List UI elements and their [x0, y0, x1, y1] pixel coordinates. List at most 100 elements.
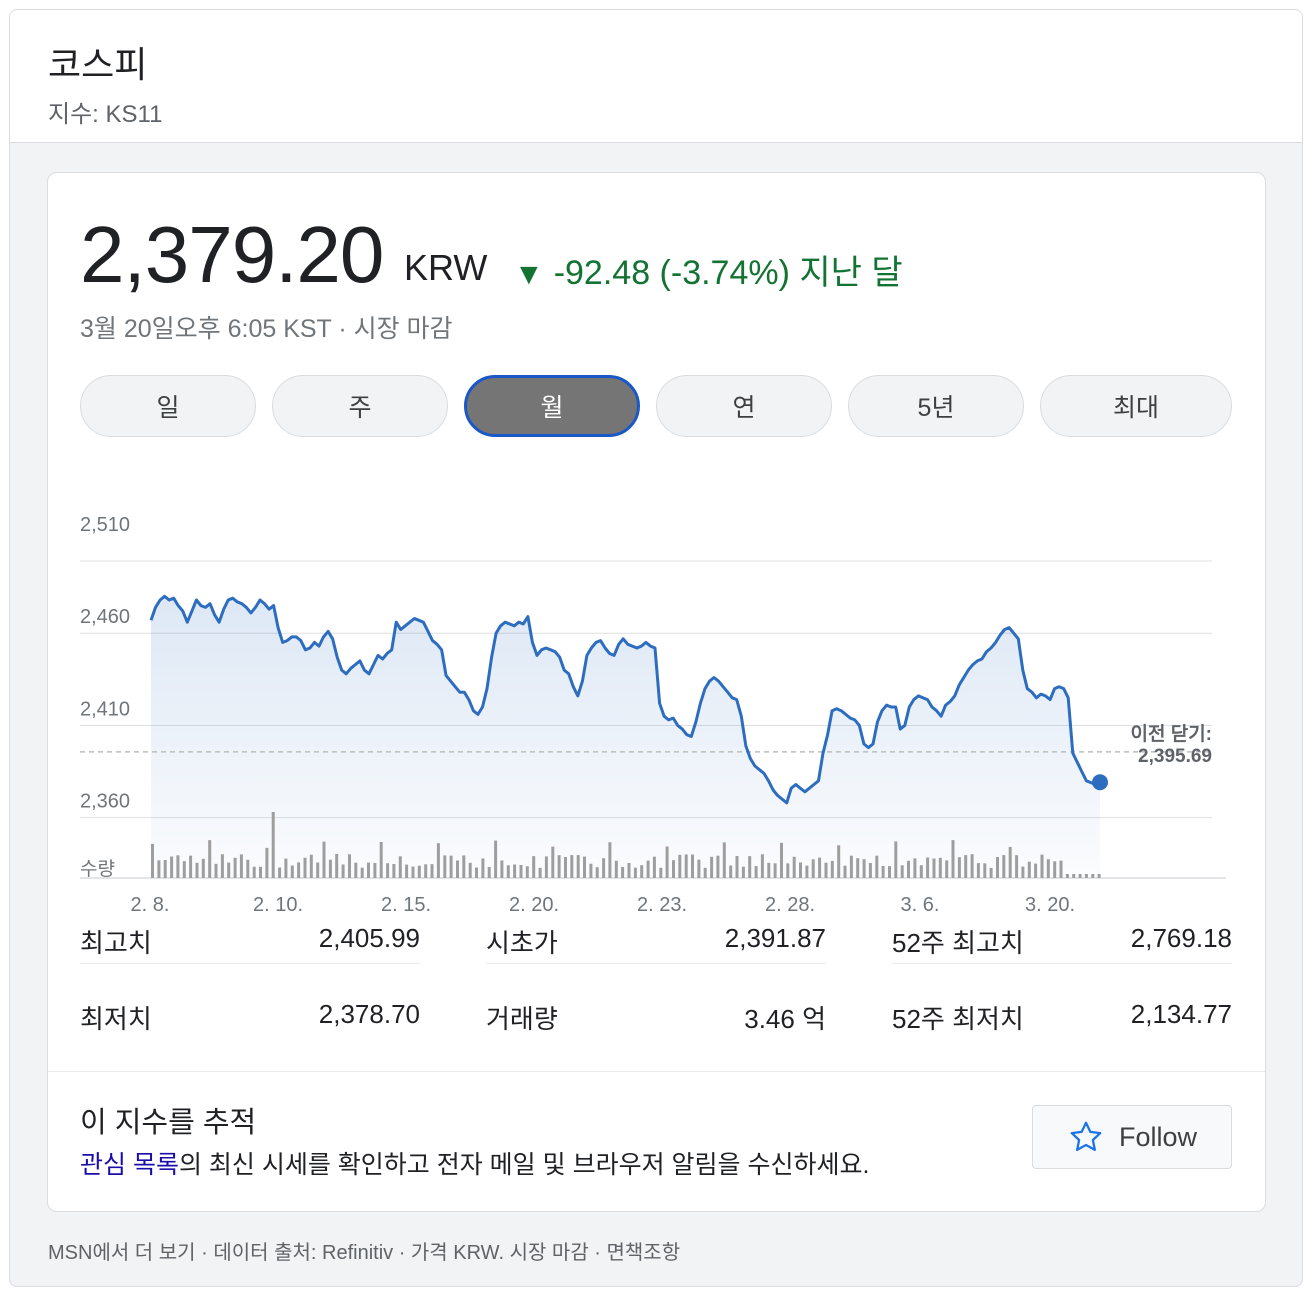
volume-bar [703, 867, 707, 878]
tab-5year[interactable]: 5년 [848, 375, 1024, 437]
volume-bar [538, 867, 542, 878]
volume-bar [595, 867, 599, 878]
volume-bar [900, 865, 904, 878]
volume-bar [220, 854, 224, 878]
volume-bar [849, 855, 853, 878]
volume-bar [500, 860, 504, 878]
section-divider [48, 1071, 1265, 1072]
volume-bar [424, 864, 428, 878]
volume-bar [1084, 874, 1088, 878]
volume-bar [589, 863, 593, 878]
volume-bar [767, 862, 771, 878]
volume-bar [792, 856, 796, 878]
tab-year[interactable]: 연 [656, 375, 832, 437]
current-price: 2,379.20 [80, 210, 384, 299]
volume-bar [710, 856, 714, 878]
volume-bar [957, 857, 961, 878]
volume-bar [627, 863, 631, 878]
volume-bar [1034, 863, 1038, 878]
volume-bar [290, 865, 294, 878]
stat-value: 2,378.70 [318, 999, 420, 1029]
volume-bar [189, 855, 193, 878]
volume-bar [894, 841, 898, 878]
price-area [151, 596, 1100, 878]
volume-bars [151, 812, 1101, 878]
volume-bar [233, 857, 237, 878]
stat-value: 2,405.99 [318, 923, 420, 953]
volume-bar [354, 862, 358, 878]
index-title: 코스피 [48, 44, 148, 85]
volume-bar [443, 855, 447, 878]
volume-bar [862, 859, 866, 878]
currency-label: KRW [404, 247, 488, 288]
x-tick-label: 2. 8. [131, 894, 170, 913]
tab-week[interactable]: 주 [272, 375, 448, 437]
volume-bar [259, 866, 262, 878]
previous-close-value: 2,395.69 [1138, 746, 1212, 767]
volume-bar [367, 862, 370, 878]
volume-bar [360, 867, 364, 878]
track-title: 이 지수를 추적 [80, 1107, 257, 1139]
volume-bar [398, 856, 402, 878]
volume-bar [672, 860, 675, 878]
volume-bar [970, 854, 974, 878]
watchlist-link[interactable]: 관심 목록 [80, 1151, 179, 1179]
volume-bar [843, 865, 847, 878]
volume-bar [1046, 859, 1050, 878]
volume-bar [799, 862, 802, 878]
stat-open: 시초가 2,391.87 [486, 913, 826, 964]
volume-bar [519, 865, 523, 878]
volume-bar [964, 855, 968, 878]
follow-button[interactable]: Follow [1032, 1105, 1232, 1169]
stat-52w-high: 52주 최고치 2,769.18 [892, 913, 1232, 964]
quote-card: 2,379.20 KRW ▼ -92.48 (-3.74%) 지난 달 3월 20… [47, 172, 1266, 1212]
volume-bar [208, 840, 212, 878]
volume-bar [456, 860, 459, 878]
volume-bar [881, 866, 885, 878]
volume-bar [411, 866, 415, 878]
stat-value: 2,134.77 [1130, 999, 1232, 1029]
volume-bar [665, 846, 669, 878]
tab-month[interactable]: 월 [464, 375, 640, 437]
stat-value: 2,391.87 [724, 923, 826, 953]
stat-label: 최고치 [80, 928, 152, 958]
volume-bar [868, 863, 872, 878]
volume-bar [773, 863, 777, 878]
volume-bar [583, 856, 586, 878]
stat-label: 거래량 [486, 1004, 558, 1034]
stat-value: 3.46 억 [744, 1004, 826, 1034]
x-tick-label: 2. 20. [509, 894, 559, 913]
volume-bar [170, 856, 174, 878]
volume-bar [760, 854, 764, 878]
volume-bar [805, 865, 809, 878]
volume-bar [722, 842, 726, 878]
down-arrow-icon: ▼ [514, 258, 544, 291]
volume-bar [919, 865, 923, 878]
volume-bar [348, 854, 351, 878]
volume-bar [309, 854, 313, 878]
volume-bar [1002, 855, 1006, 878]
tab-max[interactable]: 최대 [1040, 375, 1232, 437]
volume-bar [468, 862, 472, 878]
volume-bar [741, 866, 745, 878]
volume-bar [341, 864, 345, 878]
footer-attribution: MSN에서 더 보기 · 데이터 출처: Refinitiv · 가격 KRW.… [48, 1242, 681, 1264]
volume-bar [322, 841, 326, 878]
volume-bar [513, 864, 517, 878]
panel-header: 코스피 지수: KS11 [10, 10, 1302, 143]
follow-label: Follow [1118, 1121, 1198, 1152]
tab-day[interactable]: 일 [80, 375, 256, 437]
volume-bar [316, 862, 320, 878]
volume-bar [824, 862, 828, 878]
volume-bar [214, 863, 218, 878]
volume-bar [811, 859, 815, 878]
volume-bar [818, 857, 822, 878]
y-tick-label: 2,360 [80, 791, 130, 813]
stat-high: 최고치 2,405.99 [80, 913, 420, 964]
volume-bar [182, 861, 186, 878]
volume-bar [926, 857, 930, 878]
track-description-text: 의 최신 시세를 확인하고 전자 메일 및 브라우저 알림을 수신하세요. [178, 1151, 870, 1179]
volume-bar [551, 846, 555, 878]
volume-bar [1040, 854, 1044, 878]
